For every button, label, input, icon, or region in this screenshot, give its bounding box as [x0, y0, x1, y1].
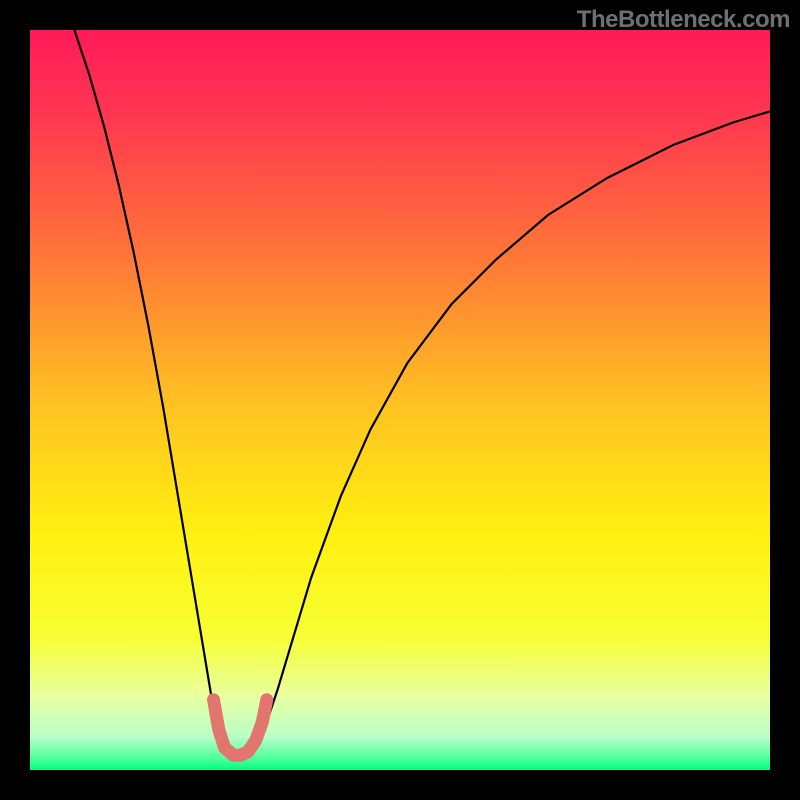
chart-container	[0, 0, 800, 800]
bottleneck-chart	[0, 0, 800, 800]
watermark-text: TheBottleneck.com	[577, 6, 790, 34]
